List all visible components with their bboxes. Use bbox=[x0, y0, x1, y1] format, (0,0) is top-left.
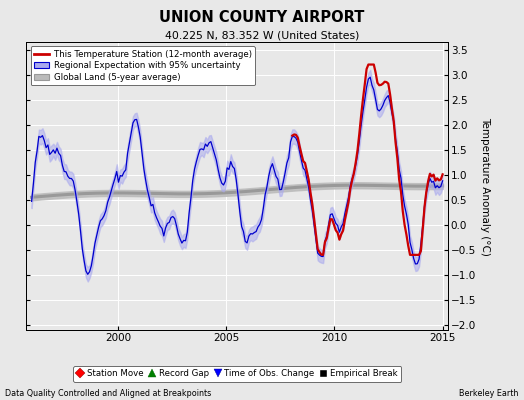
Text: UNION COUNTY AIRPORT: UNION COUNTY AIRPORT bbox=[159, 10, 365, 25]
Text: Data Quality Controlled and Aligned at Breakpoints: Data Quality Controlled and Aligned at B… bbox=[5, 389, 212, 398]
Legend: Station Move, Record Gap, Time of Obs. Change, Empirical Break: Station Move, Record Gap, Time of Obs. C… bbox=[73, 366, 401, 382]
Text: Berkeley Earth: Berkeley Earth bbox=[460, 389, 519, 398]
Y-axis label: Temperature Anomaly (°C): Temperature Anomaly (°C) bbox=[480, 116, 490, 256]
Text: 40.225 N, 83.352 W (United States): 40.225 N, 83.352 W (United States) bbox=[165, 30, 359, 40]
